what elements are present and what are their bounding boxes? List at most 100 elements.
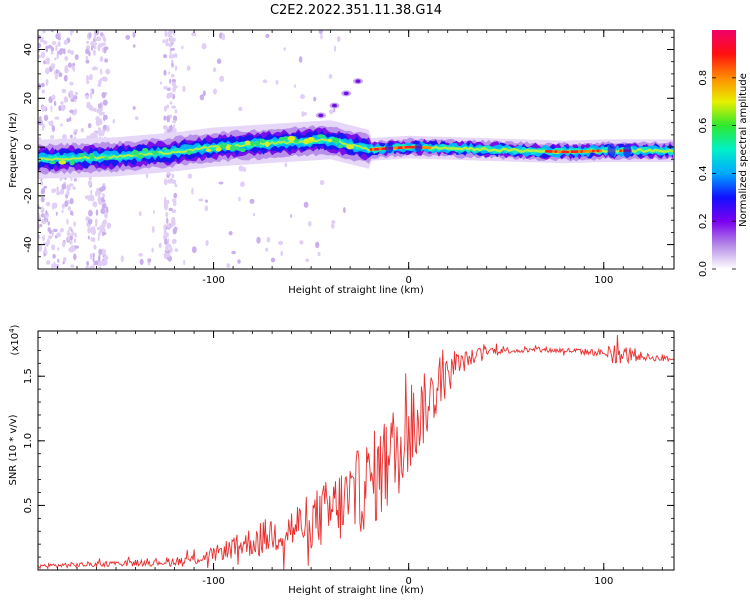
noise-speck bbox=[171, 209, 177, 214]
noise-speck bbox=[87, 218, 93, 225]
noise-speck bbox=[88, 75, 93, 81]
noise-speck bbox=[166, 88, 171, 91]
noise-speck bbox=[68, 183, 74, 187]
noise-speck bbox=[102, 99, 108, 106]
core-cell bbox=[397, 146, 401, 149]
core-cell bbox=[596, 149, 600, 153]
noise-speck bbox=[163, 69, 167, 76]
noise-speck bbox=[43, 114, 49, 122]
snr-series-line bbox=[38, 334, 674, 570]
ridge-blob bbox=[287, 135, 296, 142]
noise-speck bbox=[74, 91, 79, 96]
noise-speck bbox=[183, 259, 186, 266]
core-cell bbox=[585, 150, 588, 153]
noise-speck bbox=[278, 240, 284, 246]
ridge-blob bbox=[58, 160, 67, 165]
noise-speck bbox=[86, 74, 89, 82]
noise-speck bbox=[216, 58, 222, 64]
spectrogram-y-tick-label: -20 bbox=[23, 188, 34, 204]
spectrogram-x-tick-label: 100 bbox=[594, 275, 613, 286]
noise-speck bbox=[38, 42, 42, 49]
noise-speck bbox=[169, 114, 172, 119]
noise-speck bbox=[93, 49, 96, 56]
noise-speck bbox=[91, 89, 94, 95]
noise-speck bbox=[90, 226, 94, 233]
noise-speck bbox=[164, 238, 168, 245]
noise-speck bbox=[70, 50, 75, 55]
core-cell bbox=[575, 150, 579, 153]
core-cell bbox=[409, 145, 413, 149]
noise-speck bbox=[70, 264, 75, 268]
noise-speck bbox=[92, 66, 96, 71]
ridge-blob bbox=[142, 148, 149, 153]
noise-speck bbox=[43, 60, 46, 65]
noise-speck bbox=[100, 197, 105, 203]
noise-speck bbox=[329, 109, 334, 115]
core-cell bbox=[556, 150, 560, 153]
noise-speck bbox=[166, 223, 170, 229]
noise-speck bbox=[158, 242, 162, 248]
noise-speck bbox=[64, 56, 69, 61]
ridge-blob bbox=[136, 154, 145, 159]
noise-speck bbox=[317, 251, 321, 257]
noise-speck bbox=[54, 57, 57, 61]
noise-speck bbox=[58, 105, 63, 112]
noise-speck bbox=[145, 172, 149, 179]
noise-speck bbox=[51, 125, 56, 132]
noise-speck bbox=[38, 223, 41, 230]
noise-speck bbox=[163, 224, 168, 231]
noise-speck bbox=[48, 120, 52, 126]
noise-speck bbox=[86, 261, 90, 266]
noise-speck bbox=[315, 241, 320, 249]
noise-speck bbox=[40, 51, 46, 59]
noise-speck bbox=[42, 234, 45, 242]
noise-speck bbox=[86, 40, 90, 45]
noise-speck bbox=[40, 206, 45, 214]
noise-speck bbox=[52, 188, 57, 193]
noise-speck bbox=[300, 94, 305, 100]
noise-speck bbox=[92, 132, 96, 139]
noise-speck bbox=[165, 42, 170, 47]
noise-speck bbox=[320, 180, 325, 186]
spectrogram-core bbox=[369, 142, 632, 159]
noise-speck bbox=[165, 211, 169, 218]
ridge-blob bbox=[132, 150, 139, 156]
ridge-blob bbox=[236, 146, 240, 151]
noise-speck bbox=[265, 247, 269, 252]
noise-speck bbox=[100, 207, 106, 215]
noise-speck bbox=[163, 105, 167, 112]
noise-speck bbox=[165, 245, 169, 252]
noise-speck bbox=[45, 201, 51, 207]
snr-x-label: Height of straight line (km) bbox=[288, 585, 424, 596]
noise-speck bbox=[151, 247, 154, 253]
noise-speck bbox=[138, 211, 142, 217]
noise-speck bbox=[69, 197, 74, 205]
spectrogram-y-tick-label: 0 bbox=[23, 144, 34, 150]
noise-speck bbox=[138, 253, 143, 257]
ridge-blob bbox=[250, 140, 255, 147]
spectrogram-x-label: Height of straight line (km) bbox=[288, 285, 424, 296]
noise-speck bbox=[105, 68, 111, 75]
noise-speck bbox=[85, 216, 89, 222]
core-cell bbox=[564, 150, 567, 154]
noise-speck bbox=[166, 117, 170, 123]
noise-speck bbox=[293, 84, 297, 88]
noise-speck bbox=[84, 195, 90, 200]
noise-speck bbox=[147, 258, 152, 263]
noise-speck bbox=[38, 244, 43, 252]
core-cell bbox=[402, 146, 406, 149]
noise-speck bbox=[238, 106, 243, 112]
noise-speck bbox=[328, 74, 333, 79]
noise-speck bbox=[61, 209, 64, 214]
noise-speck bbox=[67, 234, 70, 242]
noise-speck bbox=[85, 59, 90, 64]
noise-speck bbox=[198, 198, 204, 202]
noise-speck bbox=[38, 234, 41, 240]
core-cell bbox=[383, 147, 387, 150]
noise-speck bbox=[228, 231, 233, 236]
spectrogram-y-tick-label: 40 bbox=[23, 43, 34, 56]
noise-speck bbox=[242, 167, 247, 172]
noise-speck bbox=[72, 62, 76, 67]
noise-speck bbox=[172, 85, 176, 93]
noise-speck bbox=[50, 30, 54, 33]
